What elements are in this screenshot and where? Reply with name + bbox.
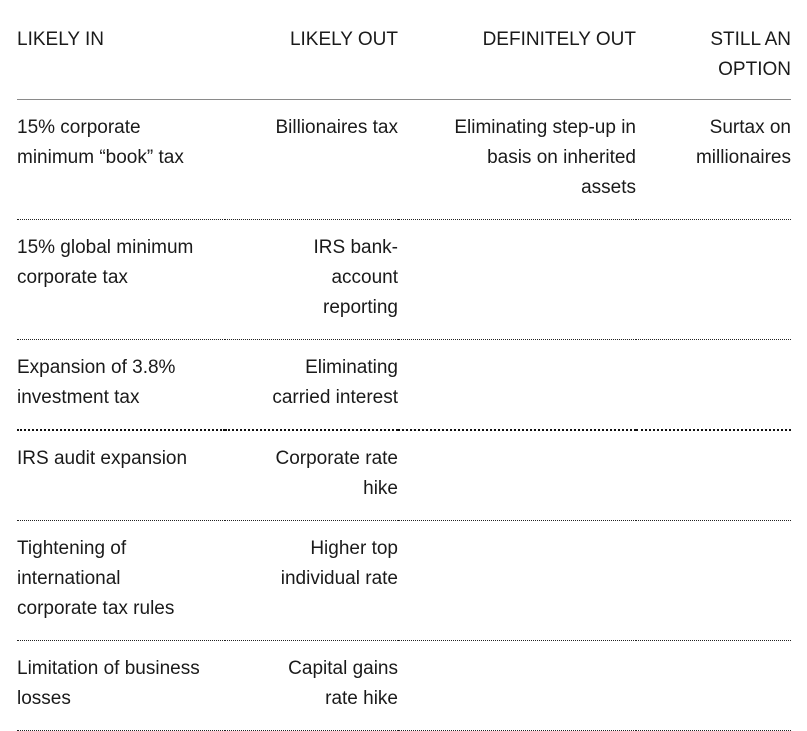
column-header-likely-out: LIKELY OUT: [225, 25, 398, 100]
table-cell: [636, 520, 791, 641]
column-header-definitely-out: DEFINITELY OUT: [398, 25, 636, 100]
table-cell: Limitation of business losses: [17, 640, 225, 731]
table-row: Expansion of 3.8% investment tax Eliminat…: [17, 339, 791, 431]
table-cell: Eliminating step-up in basis on inherite…: [398, 99, 636, 220]
table-cell: Corporate rate hike: [225, 430, 398, 521]
header-row: LIKELY IN LIKELY OUT DEFINITELY OUT STIL…: [17, 25, 791, 100]
table-header: LIKELY IN LIKELY OUT DEFINITELY OUT STIL…: [17, 25, 791, 100]
table-cell: Billionaires tax: [225, 99, 398, 220]
table-body: 15% corporate minimum “book” tax Billiona…: [17, 99, 791, 731]
table-cell: [398, 640, 636, 731]
table-cell: [636, 430, 791, 521]
table-row: IRS audit expansion Corporate rate hike: [17, 430, 791, 521]
table-cell: Expansion of 3.8% investment tax: [17, 339, 225, 431]
table-cell: [636, 219, 791, 340]
tax-provisions-table: LIKELY IN LIKELY OUT DEFINITELY OUT STIL…: [17, 25, 791, 731]
table-cell: [636, 339, 791, 431]
table-row: Tightening of international corporate ta…: [17, 520, 791, 641]
table-row: Limitation of business losses Capital gai…: [17, 640, 791, 731]
table-cell: [398, 430, 636, 521]
table-cell: 15% global minimum corporate tax: [17, 219, 225, 340]
table-cell: IRS bank- account reporting: [225, 219, 398, 340]
column-header-likely-in: LIKELY IN: [17, 25, 225, 100]
table-row: 15% global minimum corporate tax IRS bank…: [17, 219, 791, 340]
table-cell: [398, 520, 636, 641]
table-cell: Capital gains rate hike: [225, 640, 398, 731]
table-cell: Surtax on millionaires: [636, 99, 791, 220]
table-cell: [398, 339, 636, 431]
table-cell: [398, 219, 636, 340]
table-cell: IRS audit expansion: [17, 430, 225, 521]
table-cell: Eliminating carried interest: [225, 339, 398, 431]
table-cell: 15% corporate minimum “book” tax: [17, 99, 225, 220]
table-cell: [636, 640, 791, 731]
table-cell: Higher top individual rate: [225, 520, 398, 641]
table-row: 15% corporate minimum “book” tax Billiona…: [17, 99, 791, 220]
column-header-still-an-option: STILL AN OPTION: [636, 25, 791, 100]
table-cell: Tightening of international corporate ta…: [17, 520, 225, 641]
